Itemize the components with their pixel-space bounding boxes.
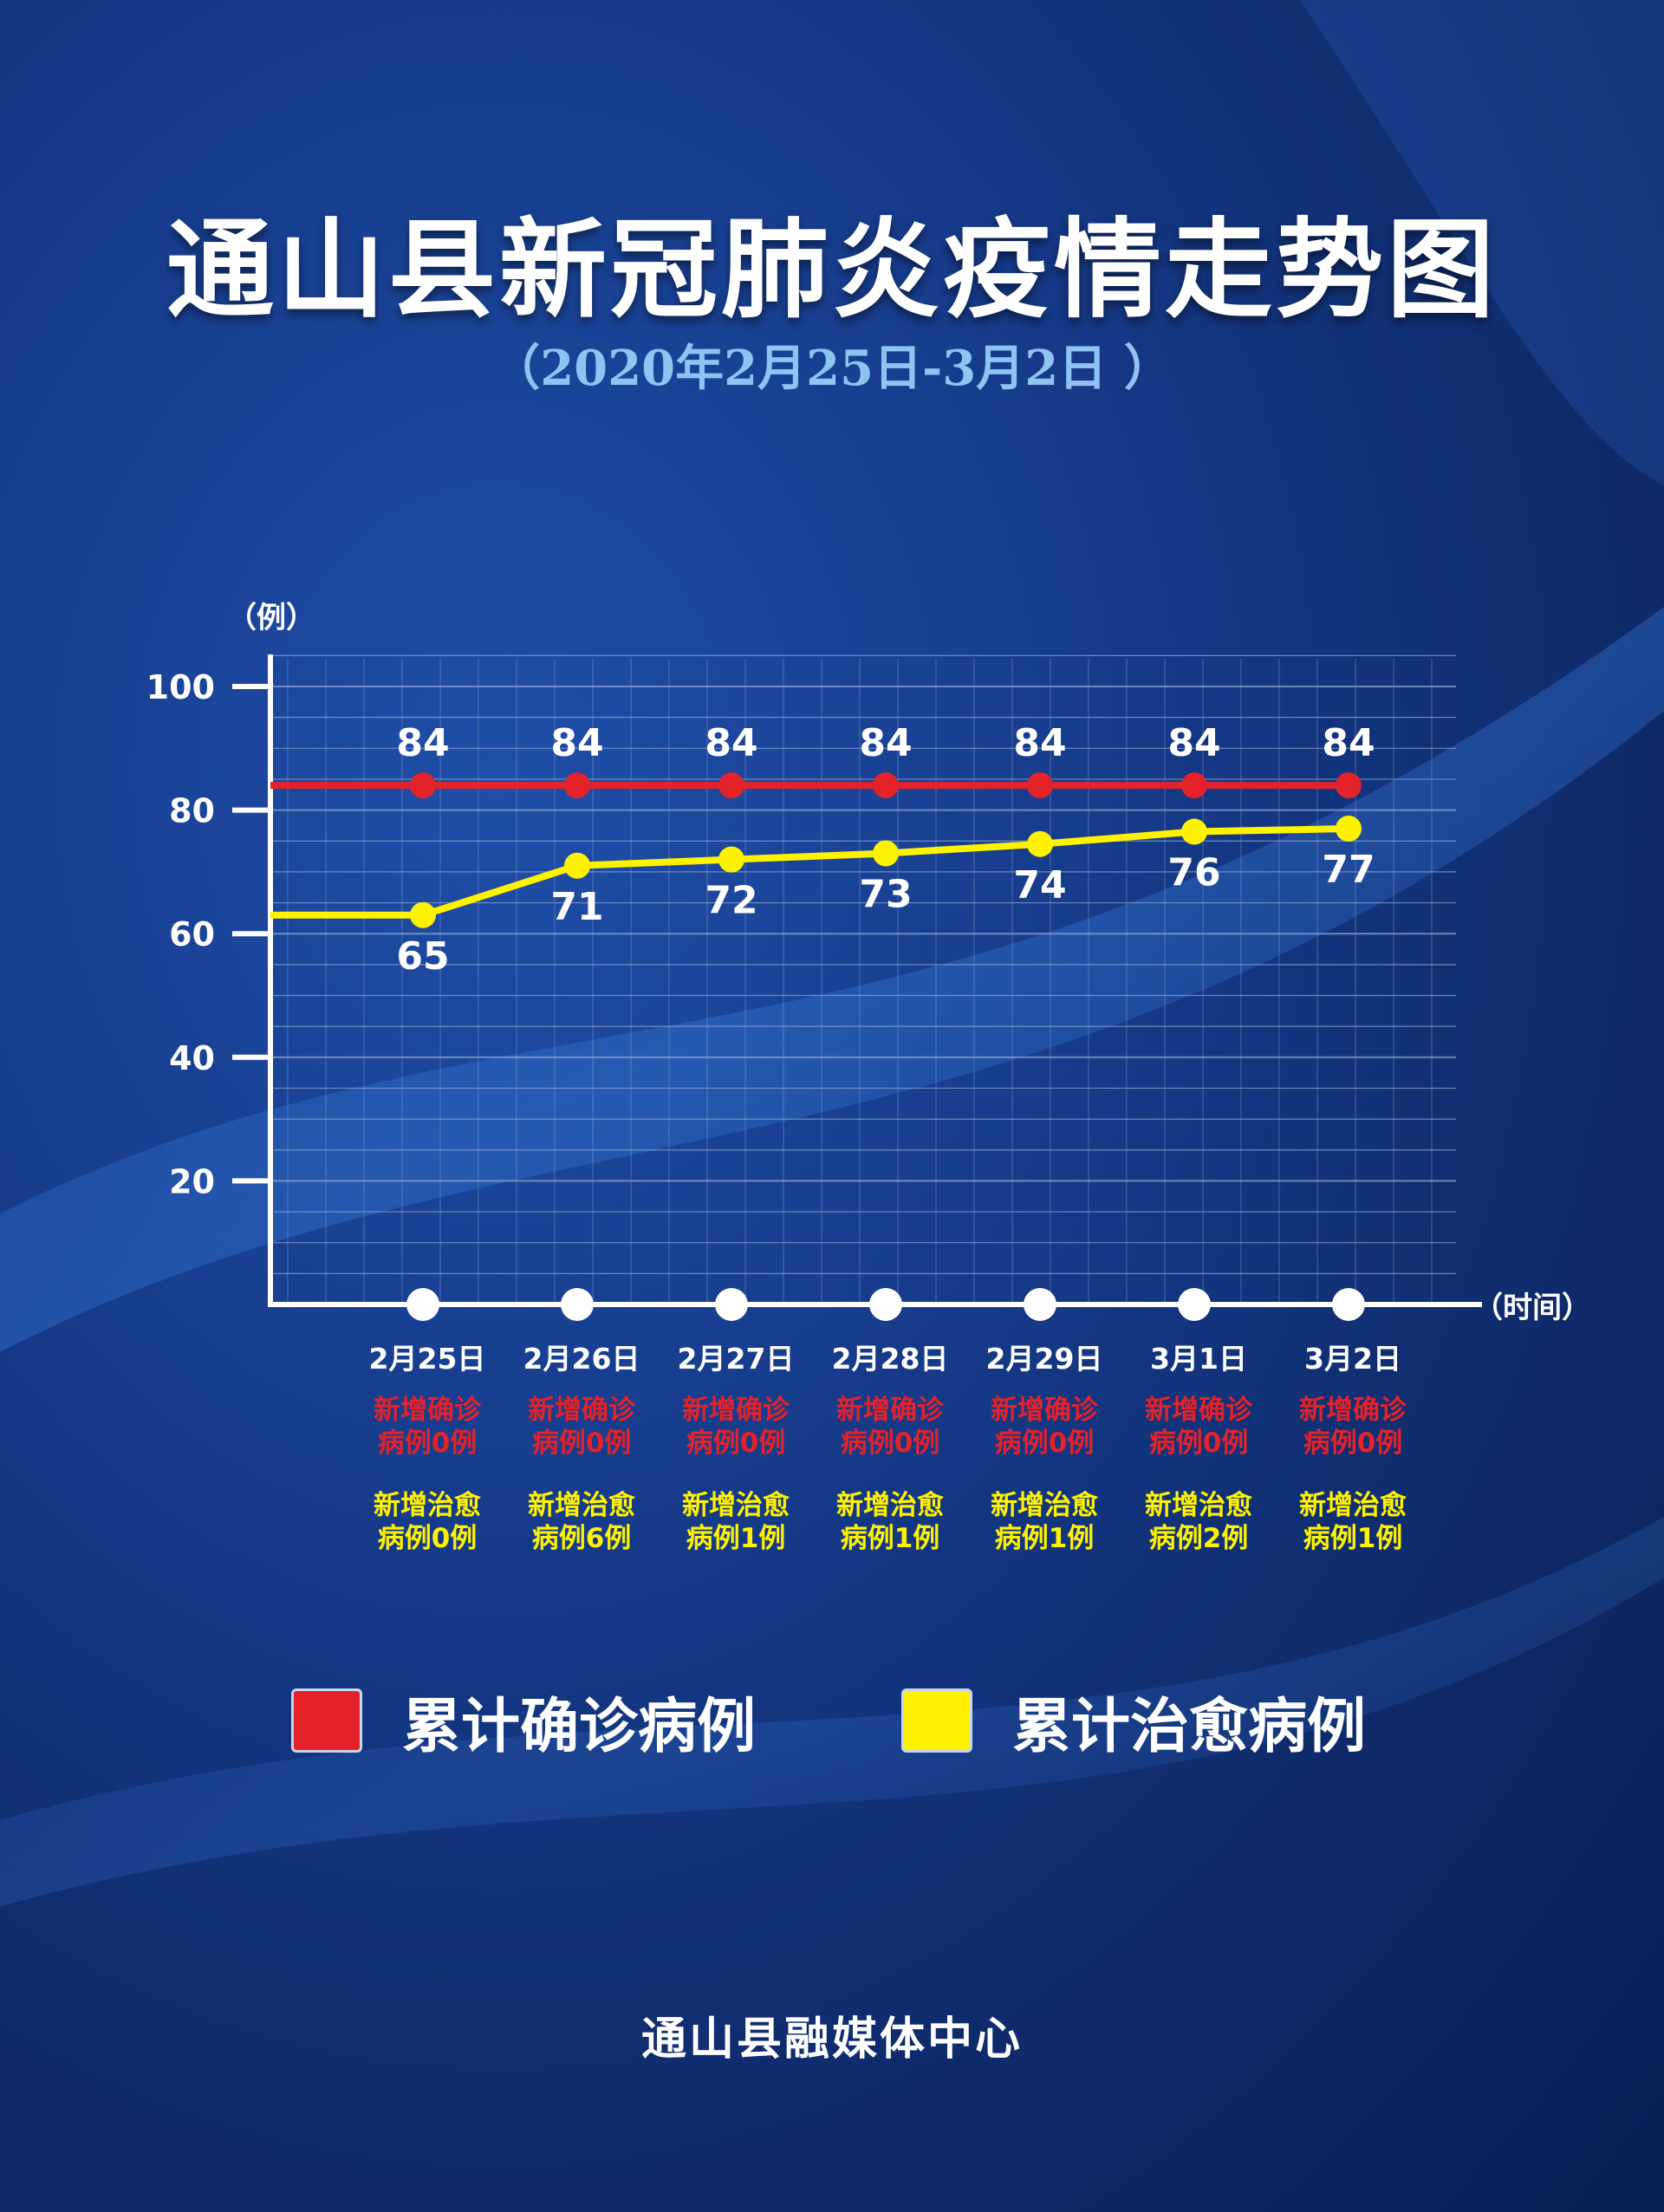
series-line-recovered — [270, 824, 1349, 919]
data-label-confirmed: 84 — [550, 721, 603, 765]
data-label-recovered: 73 — [859, 873, 912, 917]
data-label-recovered: 77 — [1322, 848, 1375, 892]
x-tick-label: 2月26日 — [523, 1342, 640, 1376]
day-block: 3月2日新增确诊 病例0例 新增治愈 病例1例 — [1271, 1342, 1435, 1555]
data-label-recovered: 72 — [705, 879, 757, 923]
y-tick-label: 40 — [169, 1039, 215, 1077]
data-label-confirmed: 84 — [859, 721, 912, 765]
new-confirmed-note: 新增确诊 病例0例 — [991, 1395, 1098, 1459]
legend-recovered-swatch — [901, 1688, 972, 1753]
new-recovered-note: 新增治愈 病例1例 — [1299, 1490, 1407, 1554]
point-recovered — [410, 901, 436, 928]
y-tick-label: 80 — [169, 792, 215, 830]
new-recovered-note: 新增治愈 病例1例 — [836, 1490, 944, 1554]
day-block: 2月28日新增确诊 病例0例 新增治愈 病例1例 — [808, 1342, 972, 1555]
x-tick-marker — [1024, 1288, 1056, 1321]
day-block: 3月1日新增确诊 病例0例 新增治愈 病例2例 — [1116, 1342, 1281, 1555]
x-tick-marker — [1178, 1288, 1211, 1321]
x-tick-label: 3月2日 — [1304, 1342, 1401, 1376]
point-recovered — [1027, 830, 1053, 857]
new-recovered-note: 新增治愈 病例1例 — [682, 1490, 790, 1554]
x-tick-label: 3月1日 — [1150, 1342, 1247, 1376]
new-recovered-note: 新增治愈 病例6例 — [528, 1490, 635, 1554]
new-recovered-note: 新增治愈 病例1例 — [991, 1490, 1098, 1554]
point-recovered — [1336, 815, 1362, 842]
data-label-confirmed: 84 — [1167, 721, 1220, 765]
new-confirmed-note: 新增确诊 病例0例 — [682, 1395, 790, 1459]
legend-recovered: 累计治愈病例 — [901, 1686, 1366, 1761]
x-tick-marker — [561, 1288, 594, 1321]
new-confirmed-note: 新增确诊 病例0例 — [1145, 1395, 1252, 1459]
point-confirmed — [1336, 772, 1362, 799]
data-label-recovered: 74 — [1013, 863, 1066, 908]
new-confirmed-note: 新增确诊 病例0例 — [528, 1395, 635, 1459]
x-tick-marker — [1332, 1288, 1365, 1321]
point-confirmed — [718, 772, 744, 799]
legend-confirmed-label: 累计确诊病例 — [402, 1691, 757, 1761]
x-tick-marker — [869, 1288, 902, 1321]
point-confirmed — [873, 772, 899, 799]
new-recovered-note: 新增治愈 病例2例 — [1145, 1490, 1252, 1554]
page-subtitle: （2020年2月25日-3月2日 ） — [491, 340, 1173, 397]
x-tick-label: 2月27日 — [677, 1342, 795, 1376]
point-confirmed — [410, 772, 436, 799]
data-label-confirmed: 84 — [705, 721, 757, 765]
x-tick-label: 2月25日 — [368, 1342, 486, 1376]
day-block: 2月29日新增确诊 病例0例 新增治愈 病例1例 — [962, 1342, 1127, 1555]
legend-recovered-label: 累计治愈病例 — [1012, 1691, 1367, 1761]
x-axis-label: （时间） — [1473, 1291, 1591, 1325]
x-tick-label: 2月29日 — [985, 1342, 1103, 1376]
footer-org: 通山县融媒体中心 — [640, 2014, 1023, 2066]
point-confirmed — [1027, 772, 1053, 799]
data-label-confirmed: 84 — [1322, 721, 1375, 765]
legend-confirmed-swatch — [291, 1688, 362, 1753]
point-recovered — [718, 846, 744, 873]
data-label-confirmed: 84 — [1013, 721, 1066, 765]
day-block: 2月26日新增确诊 病例0例 新增治愈 病例6例 — [499, 1342, 664, 1555]
point-recovered — [1181, 818, 1207, 845]
y-tick-label: 100 — [146, 668, 215, 706]
x-tick-marker — [406, 1288, 439, 1321]
new-recovered-note: 新增治愈 病例0例 — [374, 1490, 481, 1554]
new-confirmed-note: 新增确诊 病例0例 — [374, 1395, 481, 1459]
point-recovered — [873, 840, 899, 867]
data-label-confirmed: 84 — [396, 721, 449, 765]
new-confirmed-note: 新增确诊 病例0例 — [836, 1395, 944, 1459]
x-tick-marker — [715, 1288, 748, 1321]
y-tick-label: 20 — [169, 1162, 215, 1200]
data-label-recovered: 65 — [396, 934, 449, 979]
point-recovered — [564, 852, 590, 879]
legend-confirmed: 累计确诊病例 — [291, 1686, 756, 1761]
day-block: 2月25日新增确诊 病例0例 新增治愈 病例0例 — [345, 1342, 510, 1555]
y-axis-label: （例） — [227, 601, 315, 635]
y-tick-label: 60 — [169, 915, 215, 953]
data-label-recovered: 76 — [1167, 851, 1220, 895]
page-title: 通山县新冠肺炎疫情走势图 — [166, 207, 1498, 333]
day-block: 2月27日新增确诊 病例0例 新增治愈 病例1例 — [653, 1342, 818, 1555]
point-confirmed — [564, 772, 590, 799]
data-label-recovered: 71 — [550, 885, 603, 929]
point-confirmed — [1181, 772, 1207, 799]
x-tick-label: 2月28日 — [831, 1342, 949, 1376]
new-confirmed-note: 新增确诊 病例0例 — [1299, 1395, 1407, 1459]
